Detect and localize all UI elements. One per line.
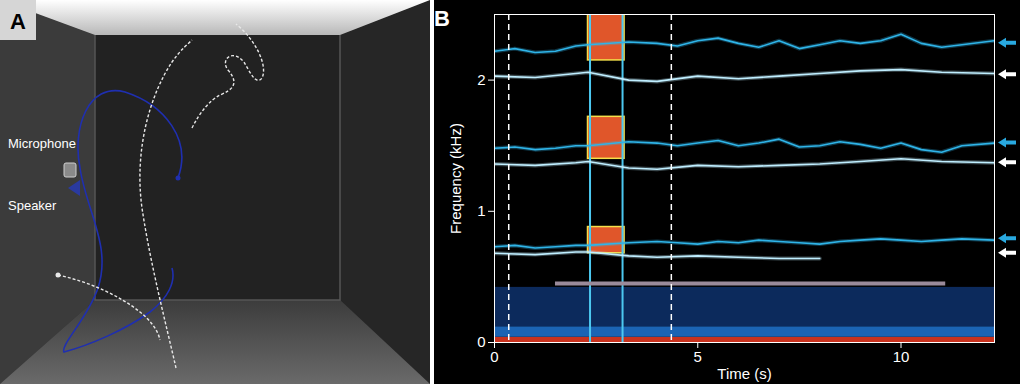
svg-text:Time (s): Time (s) (717, 365, 771, 382)
svg-text:Microphone: Microphone (8, 136, 76, 151)
svg-text:Speaker: Speaker (8, 198, 57, 213)
svg-text:1: 1 (477, 202, 485, 219)
svg-text:Frequency (kHz): Frequency (kHz) (447, 123, 464, 234)
svg-text:2: 2 (477, 71, 485, 88)
svg-text:0: 0 (490, 348, 498, 365)
svg-text:B: B (434, 6, 450, 31)
svg-text:10: 10 (893, 348, 910, 365)
svg-text:A: A (10, 9, 26, 34)
svg-text:0: 0 (477, 333, 485, 350)
svg-text:5: 5 (694, 348, 702, 365)
